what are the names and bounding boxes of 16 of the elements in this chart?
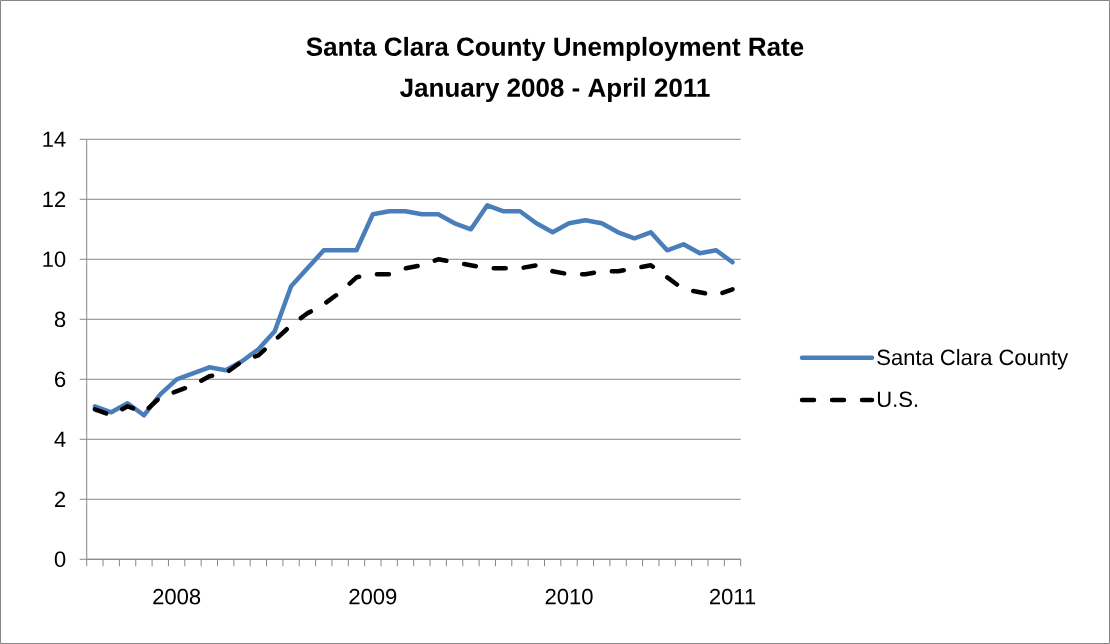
y-tick-label: 2 xyxy=(55,491,66,507)
y-tick-label: 12 xyxy=(43,191,66,207)
x-tick-label: 2011 xyxy=(709,588,756,605)
y-tick-label: 8 xyxy=(54,311,66,328)
chart-title: Santa Clara County Unemployment Rate xyxy=(306,36,804,62)
x-tick-label: 2008 xyxy=(153,588,201,605)
x-tick-label: 2010 xyxy=(545,588,593,605)
y-tick-label: 6 xyxy=(55,371,66,388)
y-tick-label: 0 xyxy=(54,551,66,568)
chart-subtitle: January 2008 - April 2011 xyxy=(400,77,710,103)
y-tick-label: 4 xyxy=(54,431,66,447)
legend-label: Santa Clara County xyxy=(877,349,1069,370)
legend-label: U.S. xyxy=(877,391,918,408)
y-tick-label: 10 xyxy=(43,251,66,268)
y-tick-label: 14 xyxy=(43,131,66,147)
x-tick-label: 2009 xyxy=(349,588,397,605)
